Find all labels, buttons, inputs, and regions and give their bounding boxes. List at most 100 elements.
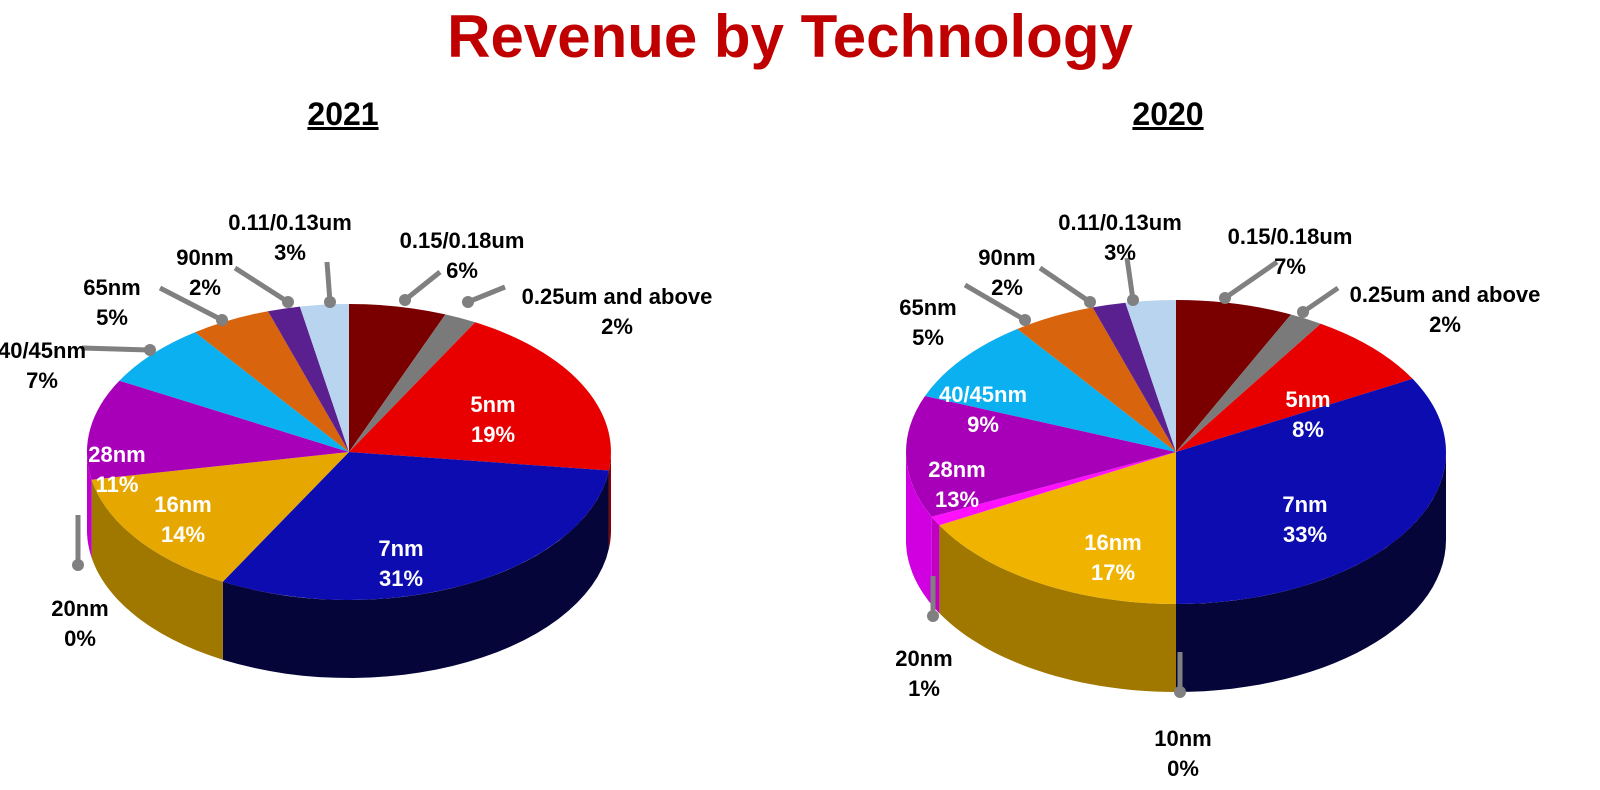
slice-16nm xyxy=(91,452,349,582)
slice-label: 65nm xyxy=(899,295,956,320)
leader-dot xyxy=(1219,292,1231,304)
pie-title-2021: 2021 xyxy=(307,96,379,132)
slice-percent: 9% xyxy=(967,412,999,437)
slice-percent: 8% xyxy=(1292,417,1324,442)
slice-percent: 0% xyxy=(1167,756,1199,781)
leader-dot xyxy=(1019,314,1031,326)
slice-0.15/0.18um xyxy=(1176,300,1291,452)
slice-percent: 2% xyxy=(189,275,221,300)
slice-percent: 5% xyxy=(912,325,944,350)
slice-65nm xyxy=(195,311,349,452)
slice-5nm xyxy=(1176,323,1413,452)
slice-label: 10nm xyxy=(1154,726,1211,751)
leader-line xyxy=(81,345,151,353)
slice-label: 28nm xyxy=(928,457,985,482)
slice-label: 90nm xyxy=(176,245,233,270)
slice-side-16nm xyxy=(91,479,223,660)
leader-dot xyxy=(399,294,411,306)
slice-7nm xyxy=(222,452,609,600)
slice-percent: 13% xyxy=(935,487,979,512)
slice-percent: 2% xyxy=(1429,312,1461,337)
pie-title-2020: 2020 xyxy=(1132,96,1204,132)
leader-dot xyxy=(1084,296,1096,308)
slice-0.11/0.13um xyxy=(1125,300,1176,452)
slice-label: 0.11/0.13um xyxy=(228,210,352,235)
slice-percent: 19% xyxy=(471,422,515,447)
leader-dot xyxy=(144,344,156,356)
slice-7nm xyxy=(1176,378,1446,604)
slice-label: 65nm xyxy=(83,275,140,300)
slice-0.25um and above xyxy=(349,314,476,452)
leader-dot xyxy=(1297,306,1309,318)
slice-0.11/0.13um xyxy=(299,303,349,452)
slice-28nm xyxy=(86,380,350,480)
pie-2020: 0.15/0.18um 7% 0.25um and above 2% 5nm 8% 7nm 3… xyxy=(895,210,1540,781)
slice-label: 20nm xyxy=(895,646,952,671)
leader-line xyxy=(467,284,506,305)
slice-label: 5nm xyxy=(1285,387,1330,412)
slice-label: 90nm xyxy=(978,245,1035,270)
slice-90nm xyxy=(268,306,349,452)
slice-0.25um and above xyxy=(1176,314,1321,452)
slice-20nm xyxy=(931,452,1176,526)
leader-dot xyxy=(324,296,336,308)
slice-percent: 7% xyxy=(1274,254,1306,279)
slice-5nm xyxy=(349,322,611,471)
slice-label: 0.25um and above xyxy=(1350,282,1541,307)
slice-label: 0.15/0.18um xyxy=(1228,224,1353,249)
slice-side-7nm xyxy=(222,470,609,678)
slice-label: 28nm xyxy=(88,442,145,467)
slice-40/45nm xyxy=(119,332,350,452)
slice-percent: 33% xyxy=(1283,522,1327,547)
leader-dot xyxy=(216,314,228,326)
leader-dot xyxy=(282,296,294,308)
leader-line xyxy=(158,285,224,323)
slice-percent: 31% xyxy=(379,566,423,591)
leader-line xyxy=(1301,285,1340,315)
slice-percent: 2% xyxy=(601,314,633,339)
slice-percent: 6% xyxy=(446,258,478,283)
slice-label: 16nm xyxy=(1084,530,1141,555)
slice-40/45nm xyxy=(925,329,1176,452)
leader-line xyxy=(233,265,290,305)
slice-percent: 7% xyxy=(26,368,58,393)
slice-percent: 0% xyxy=(64,626,96,651)
leader-line xyxy=(1038,265,1092,305)
slice-90nm xyxy=(1092,302,1176,452)
slice-percent: 14% xyxy=(161,522,205,547)
slice-label: 0.25um and above xyxy=(522,284,713,309)
slice-side-28nm xyxy=(87,452,92,558)
leader-line xyxy=(1124,257,1136,301)
leader-dot xyxy=(1174,686,1186,698)
slice-percent: 3% xyxy=(1104,240,1136,265)
slice-label: 5nm xyxy=(470,392,515,417)
slice-label: 0.11/0.13um xyxy=(1058,210,1182,235)
chart-title: Revenue by Technology xyxy=(447,3,1133,70)
slice-label: 7nm xyxy=(378,536,423,561)
leader-line xyxy=(324,261,333,303)
slice-label: 0.15/0.18um xyxy=(400,228,525,253)
leader-line xyxy=(1223,259,1279,301)
slice-percent: 3% xyxy=(274,240,306,265)
slice-side-5nm xyxy=(608,452,611,549)
slice-label: 20nm xyxy=(51,596,108,621)
slice-side-28nm xyxy=(906,452,932,605)
slice-side-16nm xyxy=(939,525,1176,692)
slice-label: 40/45nm xyxy=(0,338,86,363)
leader-dot xyxy=(1127,294,1139,306)
slice-percent: 11% xyxy=(96,472,139,497)
slice-percent: 2% xyxy=(991,275,1023,300)
leader-line xyxy=(963,282,1027,323)
slice-label: 40/45nm xyxy=(939,382,1027,407)
slice-0.15/0.18um xyxy=(349,304,446,452)
slice-side-7nm xyxy=(1176,452,1446,692)
slice-percent: 5% xyxy=(96,305,128,330)
leader-line xyxy=(403,270,442,302)
slice-label: 16nm xyxy=(154,492,211,517)
slice-16nm xyxy=(939,452,1176,604)
slice-label: 7nm xyxy=(1282,492,1327,517)
leader-dot xyxy=(927,610,939,622)
slice-28nm xyxy=(906,396,1176,517)
pie-2021: 0.15/0.18um 6% 0.25um and above 2% 5nm 19% 7nm… xyxy=(0,210,712,678)
